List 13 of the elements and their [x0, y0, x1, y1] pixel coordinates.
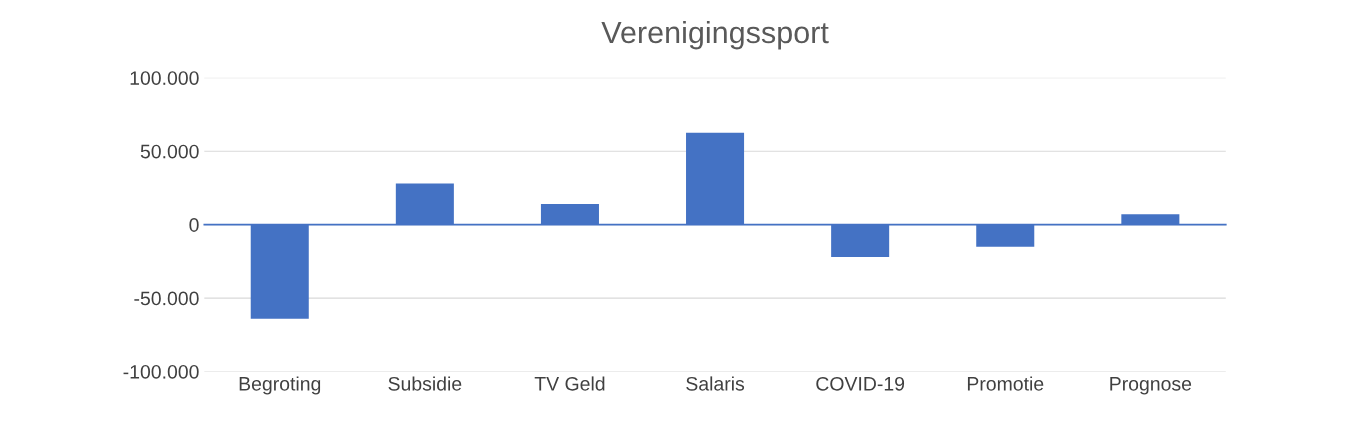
y-tick-label: -100.000 [123, 364, 199, 379]
x-tick-label: TV Geld [534, 376, 605, 391]
x-tick-label: Prognose [1110, 377, 1192, 395]
x-tick-label: Salaris [686, 376, 745, 391]
y-tick-label: 50.000 [140, 144, 199, 159]
y-tick-label: 100.000 [130, 71, 199, 85]
x-tick-label: Promotie [967, 376, 1044, 391]
x-tick-label: COVID-19 [816, 376, 905, 391]
chart-title: Verenigingssport [601, 20, 829, 50]
y-tick-label: 0 [189, 218, 199, 232]
x-tick-label: Begroting [239, 376, 321, 395]
y-tick-label: -50.000 [134, 291, 199, 306]
x-tick-label: Subsidie [388, 376, 462, 391]
